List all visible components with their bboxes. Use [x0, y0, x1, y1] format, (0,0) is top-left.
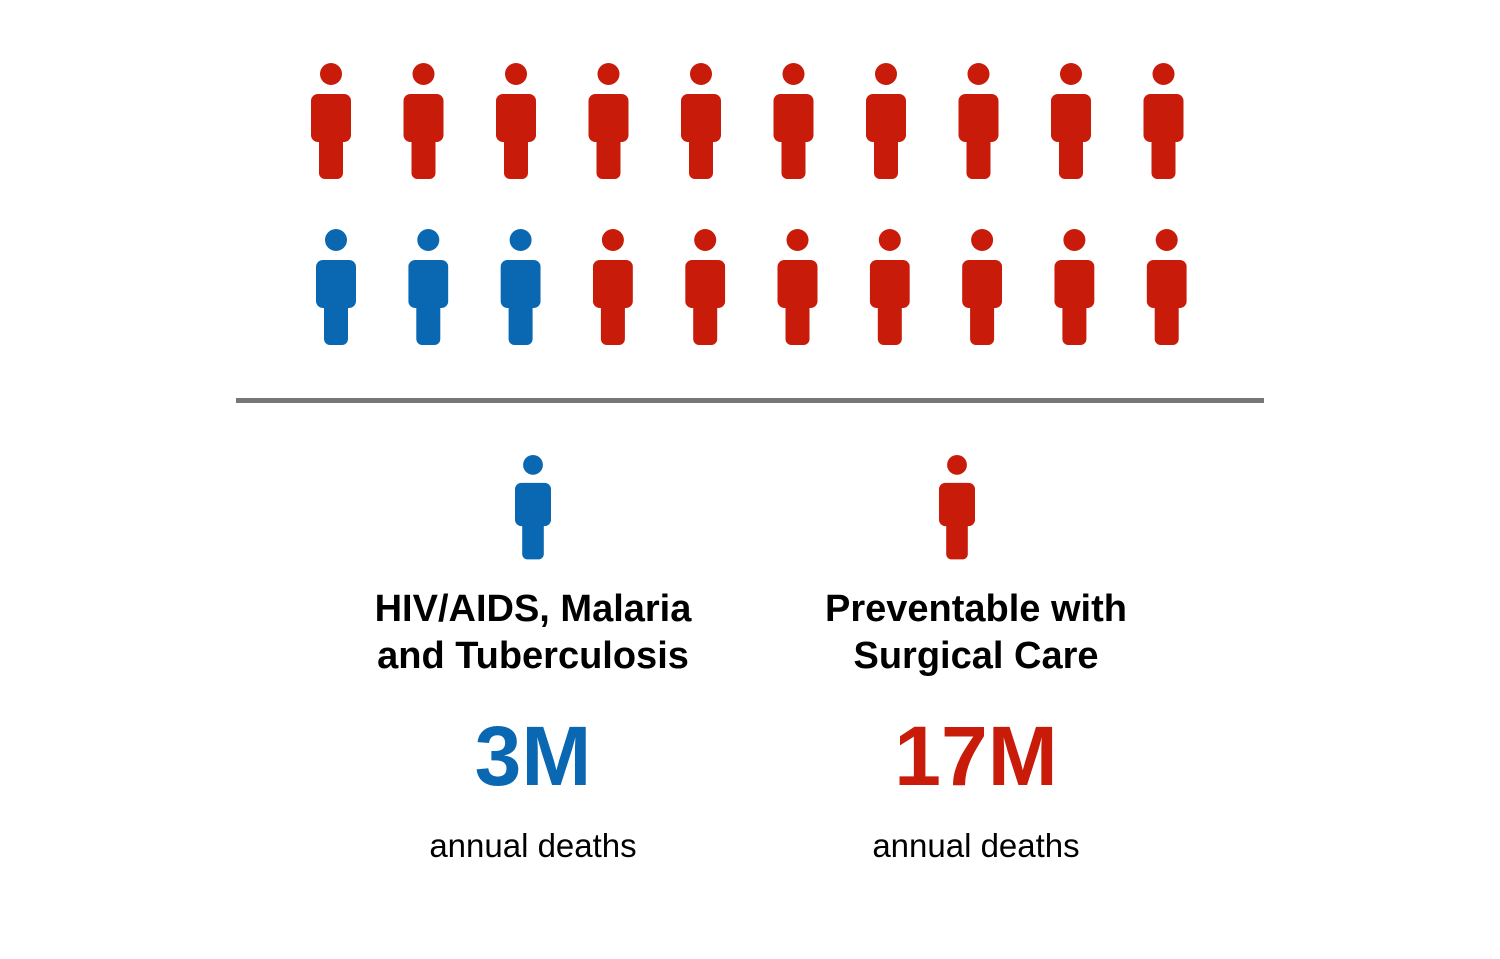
divider: [236, 398, 1264, 403]
person-icon: [685, 229, 726, 345]
person-icon: [777, 229, 818, 345]
person-icon: [939, 455, 975, 560]
person-icon: [316, 229, 356, 345]
person-icon: [1054, 229, 1095, 345]
person-icon: [1146, 229, 1187, 345]
icon-grid: [311, 63, 1187, 345]
legend-unit: annual deaths: [429, 827, 637, 864]
legend-label: Preventable with Surgical Care: [756, 586, 1196, 680]
legend-label-line: Preventable with: [825, 588, 1127, 630]
person-icon: [866, 63, 906, 179]
person-icon: [403, 63, 444, 179]
person-icon: [500, 229, 541, 345]
person-icon: [311, 63, 351, 179]
legend-value: 3M: [474, 709, 592, 803]
person-icon: [869, 229, 910, 345]
person-icon: [681, 63, 721, 179]
person-icon: [1051, 63, 1091, 179]
legend-value: 17M: [894, 709, 1058, 803]
legend-label-line: Surgical Care: [853, 635, 1099, 677]
person-icon: [408, 229, 449, 345]
person-icon: [962, 229, 1003, 345]
person-icon: [592, 229, 633, 345]
legend-label: HIV/AIDS, Malaria and Tuberculosis: [313, 586, 753, 680]
person-icon: [496, 63, 536, 179]
legend-label-line: HIV/AIDS, Malaria: [374, 588, 692, 630]
person-icon: [515, 455, 551, 560]
person-icon: [1143, 63, 1184, 179]
person-icon: [958, 63, 999, 179]
legend-unit: annual deaths: [872, 827, 1080, 864]
person-icon: [588, 63, 629, 179]
person-icon: [773, 63, 814, 179]
legend-label-line: and Tuberculosis: [377, 635, 689, 677]
